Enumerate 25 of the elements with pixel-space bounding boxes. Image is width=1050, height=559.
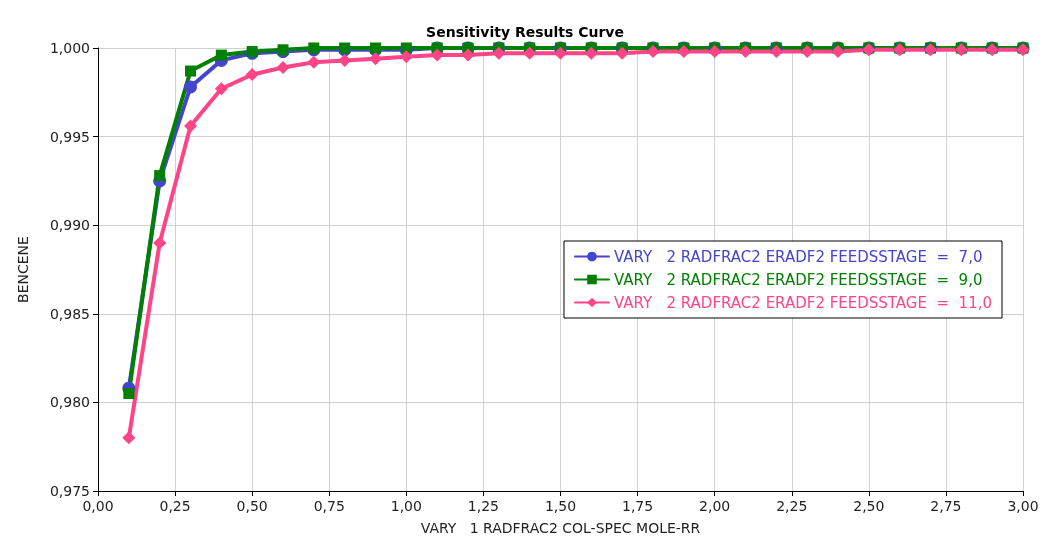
legend-label: VARY 2 RADFRAC2 ERADF2 FEEDSSTAGE = 7,0 [613,247,983,266]
x-tick-label: 0,50 [236,498,268,514]
x-tick-label: 0,00 [82,498,114,514]
x-tick-label: 2,25 [776,498,808,514]
legend-label: VARY 2 RADFRAC2 ERADF2 FEEDSSTAGE = 9,0 [613,270,983,289]
x-axis-title: VARY 1 RADFRAC2 COL-SPEC MOLE-RR [420,520,701,536]
y-tick-label: 1,000 [49,40,90,56]
x-tick-label: 0,25 [159,498,191,514]
x-tick-label: 3,00 [1007,498,1039,514]
y-tick-label: 0,990 [49,217,90,234]
x-tick-label: 1,50 [544,498,577,514]
x-tick-label: 2,75 [930,498,962,514]
x-tick-label: 1,75 [622,498,654,514]
chart-title: Sensitivity Results Curve [426,24,624,40]
x-tick-label: 1,00 [390,498,422,514]
x-tick-label: 2,50 [853,498,885,514]
x-tick-label: 1,25 [467,498,499,514]
y-tick-label: 0,975 [49,483,90,499]
legend-label: VARY 2 RADFRAC2 ERADF2 FEEDSSTAGE = 11,0 [613,293,993,312]
y-tick-label: 0,995 [49,128,90,145]
x-tick-label: 2,00 [699,498,731,514]
x-tick-label: 0,75 [313,498,345,514]
y-tick-label: 0,980 [49,394,90,411]
y-axis-title: BENCENE [15,236,31,303]
y-tick-label: 0,985 [49,305,90,322]
